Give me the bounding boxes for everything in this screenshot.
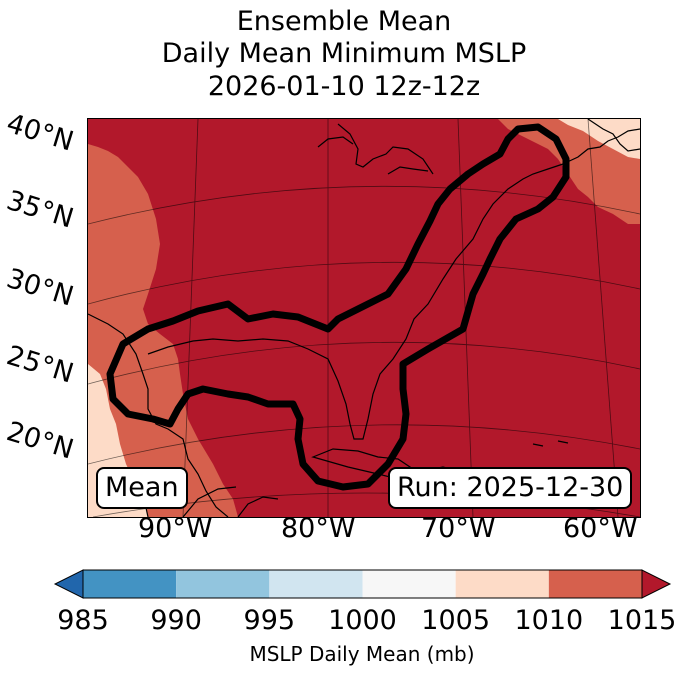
lat-label-40: 40°N — [2, 108, 78, 158]
colorbar-bin-1010-1015 — [548, 570, 642, 598]
colorbar — [53, 569, 672, 599]
chart-title-line1: Ensemble Mean — [236, 6, 452, 37]
mean-label-box: Mean — [96, 467, 188, 509]
colorbar-bin-985-990 — [83, 570, 177, 598]
lat-label-25: 25°N — [2, 340, 78, 390]
lon-label-70w: 70°W — [421, 513, 496, 544]
run-label-box: Run: 2025-12-30 — [388, 467, 633, 509]
lon-label-60w: 60°W — [563, 513, 638, 544]
colorbar-bin-1000-1005 — [362, 570, 456, 598]
colorbar-bin-990-995 — [176, 570, 270, 598]
lat-label-30: 30°N — [2, 263, 78, 313]
chart-title-line3: 2026-01-10 12z-12z — [207, 71, 481, 102]
lon-label-80w: 80°W — [281, 513, 356, 544]
colorbar-extend-high — [641, 569, 672, 599]
field-1010-1015-west — [88, 144, 238, 517]
lat-label-35: 35°N — [2, 185, 78, 235]
field-1005-1010-northeast — [558, 119, 640, 159]
contour-outline — [106, 123, 570, 491]
colorbar-tick-1015: 1015 — [607, 605, 677, 636]
map-panel: Mean Run: 2025-12-30 — [88, 119, 640, 517]
chart-title-line2: Daily Mean Minimum MSLP — [161, 38, 527, 69]
map-border — [87, 118, 641, 518]
lat-label-20: 20°N — [2, 416, 78, 466]
colorbar-outline — [82, 569, 643, 599]
colorbar-bin-1005-1010 — [455, 570, 549, 598]
colorbar-tick-1005: 1005 — [421, 605, 491, 636]
colorbar-tick-1010: 1010 — [514, 605, 584, 636]
colorbar-tick-995: 995 — [243, 605, 296, 636]
colorbar-tick-985: 985 — [57, 605, 109, 636]
map-svg — [88, 119, 640, 517]
colorbar-tick-1000: 1000 — [328, 605, 397, 636]
colorbar-extend-low — [53, 569, 84, 599]
lon-label-90w: 90°W — [138, 513, 213, 544]
colorbar-label: MSLP Daily Mean (mb) — [249, 642, 475, 666]
colorbar-bin-995-1000 — [269, 570, 363, 598]
colorbar-tick-990: 990 — [150, 605, 202, 636]
